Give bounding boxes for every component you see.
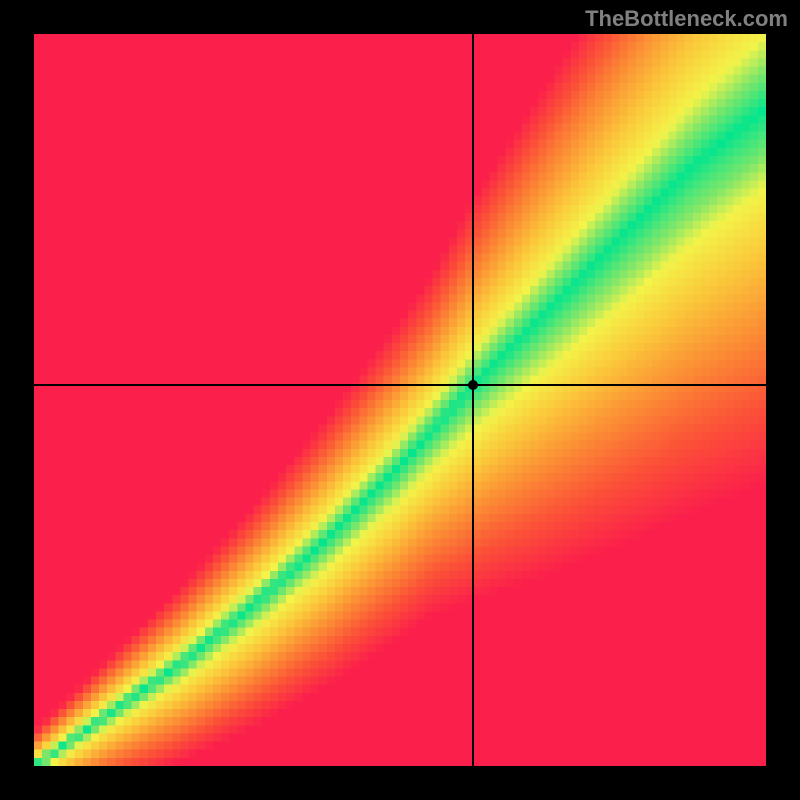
heatmap-canvas — [34, 34, 766, 766]
selection-marker — [468, 380, 478, 390]
watermark-text: TheBottleneck.com — [585, 6, 788, 32]
crosshair-horizontal — [34, 384, 766, 386]
bottleneck-heatmap — [34, 34, 766, 766]
crosshair-vertical — [472, 34, 474, 766]
